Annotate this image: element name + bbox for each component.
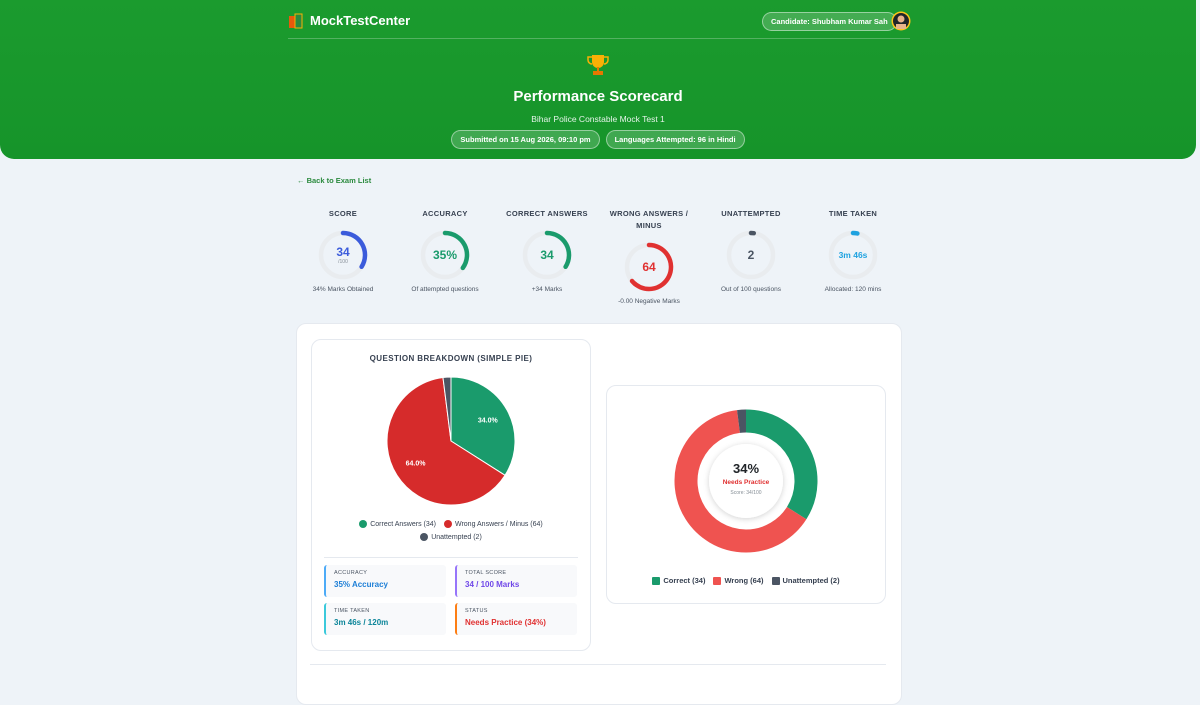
stat-title: ACCURACY — [400, 208, 490, 220]
brand-icon — [288, 13, 304, 29]
legend-label: Wrong (64) — [724, 576, 763, 585]
donut-status: Needs Practice — [666, 479, 826, 486]
stat-value: 2 — [748, 248, 755, 262]
stat-title: TIME TAKEN — [808, 208, 898, 220]
summary-label: ACCURACY — [334, 570, 438, 576]
ring-center: 3m 46s — [828, 230, 878, 280]
pie-label: 34.0% — [478, 418, 499, 425]
summary-value: 35% Accuracy — [334, 580, 438, 589]
stat-title: SCORE — [298, 208, 388, 220]
stat-ring: 35% — [420, 230, 470, 280]
stat-ring: 2 — [726, 230, 776, 280]
badges: Submitted on 15 Aug 2026, 09:10 pm Langua… — [0, 130, 1196, 149]
trophy-icon — [587, 53, 609, 77]
legend-label: Wrong Answers / Minus (64) — [455, 521, 543, 528]
stat-card: WRONG ANSWERS / MINUS 64 -0.00 Negative Ma… — [594, 208, 704, 305]
summary-label: TIME TAKEN — [334, 608, 438, 614]
pie-legend: Correct Answers (34) Wrong Answers / Minu… — [340, 520, 562, 541]
stat-card: UNATTEMPTED 2 Out of 100 questions — [696, 208, 806, 293]
stat-caption: Out of 100 questions — [721, 286, 781, 293]
page-title: Performance Scorecard — [0, 88, 1196, 105]
legend-swatch — [359, 520, 367, 528]
stat-title: UNATTEMPTED — [706, 208, 796, 220]
brand[interactable]: MockTestCenter — [310, 13, 410, 28]
donut-center: 34% Needs Practice Score: 34/100 — [666, 461, 826, 496]
candidate: Candidate: Shubham Kumar Sah — [762, 12, 897, 31]
stat-value: 34 — [540, 248, 553, 262]
divider — [324, 557, 578, 558]
legend-label: Unattempted (2) — [431, 534, 482, 541]
pie-chart: 34.0% 64.0% — [380, 370, 522, 512]
divider — [310, 664, 886, 665]
stat-title: WRONG ANSWERS / MINUS — [604, 208, 694, 232]
legend-label: Correct (34) — [663, 576, 705, 585]
legend-item: Correct Answers (34) — [359, 520, 436, 528]
legend-item: Correct (34) — [652, 576, 705, 585]
stat-caption: 34% Marks Obtained — [313, 286, 374, 293]
stat-card: SCORE 34/100 34% Marks Obtained — [288, 208, 398, 293]
legend-swatch — [444, 520, 452, 528]
stat-max: /100 — [338, 259, 348, 265]
ring-center: 34/100 — [318, 230, 368, 280]
stat-title: CORRECT ANSWERS — [502, 208, 592, 220]
pie-label: 64.0% — [406, 460, 427, 467]
summary-label: STATUS — [465, 608, 569, 614]
stat-value: 35% — [433, 248, 457, 262]
legend-swatch — [772, 577, 780, 585]
summary-value: 34 / 100 Marks — [465, 580, 569, 589]
stat-caption: +34 Marks — [532, 286, 563, 293]
stat-caption: Allocated: 120 mins — [825, 286, 882, 293]
legend-item: Wrong Answers / Minus (64) — [444, 520, 543, 528]
legend-label: Correct Answers (34) — [370, 521, 436, 528]
badge: Submitted on 15 Aug 2026, 09:10 pm — [451, 130, 599, 149]
legend-label: Unattempted (2) — [783, 576, 840, 585]
legend-item: Wrong (64) — [713, 576, 763, 585]
page: MockTestCenter Candidate: Shubham Kumar … — [0, 0, 1200, 675]
summary-value: 3m 46s / 120m — [334, 618, 438, 627]
stat-ring: 3m 46s — [828, 230, 878, 280]
divider — [288, 38, 910, 39]
stat-value: 3m 46s — [839, 250, 868, 260]
stat-caption: Of attempted questions — [411, 286, 478, 293]
pie-title: QUESTION BREAKDOWN (SIMPLE PIE) — [312, 354, 590, 363]
header: MockTestCenter Candidate: Shubham Kumar … — [0, 0, 1196, 159]
avatar[interactable] — [891, 11, 911, 31]
badge: Languages Attempted: 96 in Hindi — [606, 130, 745, 149]
legend-swatch — [652, 577, 660, 585]
stat-value: 64 — [642, 260, 655, 274]
summary-card: TIME TAKEN 3m 46s / 120m — [324, 603, 446, 635]
legend-swatch — [713, 577, 721, 585]
summary-card: ACCURACY 35% Accuracy — [324, 565, 446, 597]
back-link[interactable]: ← Back to Exam List — [297, 176, 371, 185]
ring-center: 64 — [624, 242, 674, 292]
summary-label: TOTAL SCORE — [465, 570, 569, 576]
legend-swatch — [420, 533, 428, 541]
summary-card: TOTAL SCORE 34 / 100 Marks — [455, 565, 577, 597]
subtitle: Bihar Police Constable Mock Test 1 — [0, 114, 1196, 124]
stat-ring: 34 — [522, 230, 572, 280]
stat-ring: 64 — [624, 242, 674, 292]
stat-card: ACCURACY 35% Of attempted questions — [390, 208, 500, 293]
ring-center: 34 — [522, 230, 572, 280]
summary-value: Needs Practice (34%) — [465, 618, 569, 627]
donut-value: 34% — [666, 461, 826, 476]
legend-item: Unattempted (2) — [772, 576, 840, 585]
ring-center: 35% — [420, 230, 470, 280]
legend-item: Unattempted (2) — [420, 533, 482, 541]
donut-legend: Correct (34) Wrong (64) Unattempted (2) — [606, 576, 886, 585]
donut-score: Score: 34/100 — [666, 490, 826, 496]
stat-value: 34 — [336, 245, 349, 259]
stat-card: CORRECT ANSWERS 34 +34 Marks — [492, 208, 602, 293]
ring-center: 2 — [726, 230, 776, 280]
summary-card: STATUS Needs Practice (34%) — [455, 603, 577, 635]
stat-card: TIME TAKEN 3m 46s Allocated: 120 mins — [798, 208, 908, 293]
stat-caption: -0.00 Negative Marks — [618, 298, 680, 305]
stat-ring: 34/100 — [318, 230, 368, 280]
